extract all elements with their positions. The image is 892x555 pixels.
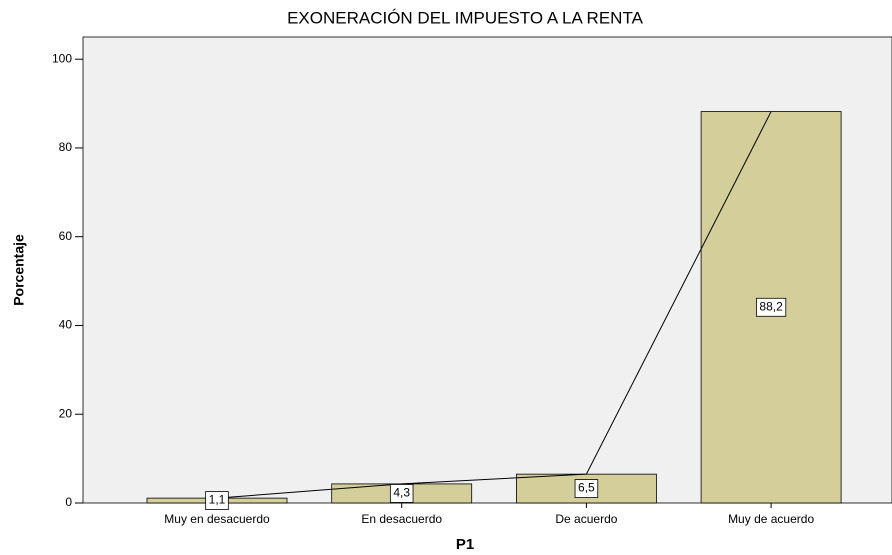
value-label-box <box>205 491 229 510</box>
x-tick-label: Muy en desacuerdo <box>164 512 270 526</box>
value-label: 1,1 <box>209 493 226 507</box>
value-label-box <box>574 479 599 498</box>
y-tick-label: 20 <box>59 406 73 420</box>
value-label-box <box>389 484 414 503</box>
y-axis-label: Porcentaje <box>11 234 27 306</box>
y-tick-label: 100 <box>52 51 72 65</box>
x-tick-label: En desacuerdo <box>361 512 442 526</box>
trend-line <box>216 111 772 499</box>
value-label: 88,2 <box>759 299 783 313</box>
y-tick-label: 80 <box>59 140 73 154</box>
y-tick-label: 40 <box>59 318 73 332</box>
chart-title: EXONERACIÓN DEL IMPUESTO A LA RENTA <box>287 8 643 27</box>
value-label: 6,5 <box>578 481 595 495</box>
y-tick-label: 60 <box>59 229 73 243</box>
value-label: 4,3 <box>393 486 410 500</box>
y-tick-label: 0 <box>65 495 72 509</box>
x-tick-label: Muy de acuerdo <box>728 512 814 526</box>
x-tick-label: De acuerdo <box>555 512 617 526</box>
x-axis-label: P1 <box>456 536 474 553</box>
value-label-box <box>756 297 787 317</box>
